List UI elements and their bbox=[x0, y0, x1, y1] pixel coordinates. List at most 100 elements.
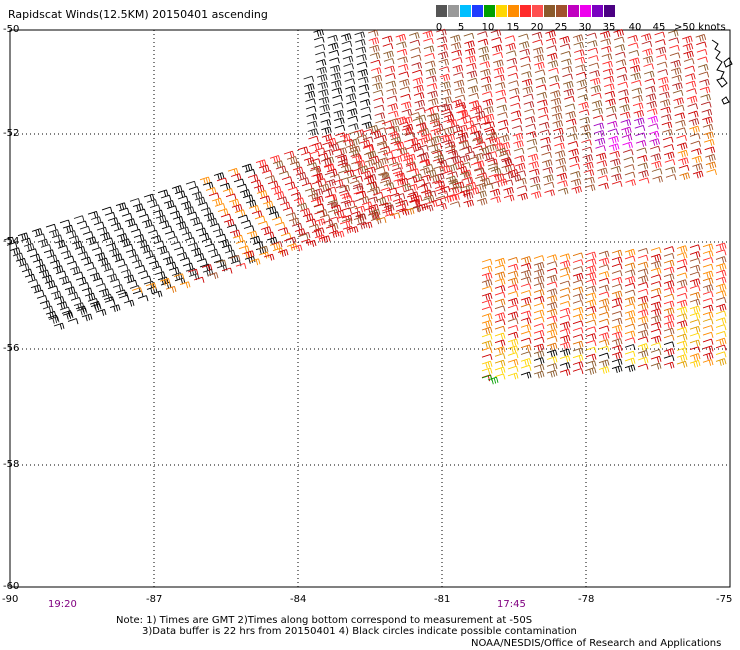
wind-barb bbox=[437, 103, 449, 111]
wind-barb bbox=[230, 260, 242, 267]
wind-barb bbox=[520, 364, 532, 371]
lon-tick-label: -78 bbox=[578, 594, 595, 605]
wind-barb bbox=[183, 206, 195, 215]
wind-barb bbox=[354, 160, 366, 168]
wind-barb bbox=[605, 105, 617, 113]
wind-barb bbox=[139, 244, 151, 253]
wind-barb bbox=[689, 285, 701, 292]
wind-barb bbox=[494, 257, 506, 266]
wind-barb bbox=[533, 343, 545, 352]
wind-barb bbox=[715, 249, 727, 256]
wind-barb bbox=[481, 367, 493, 375]
wind-barb bbox=[702, 325, 714, 332]
wind-barb bbox=[137, 295, 149, 302]
wind-barb bbox=[504, 35, 516, 42]
wind-barb bbox=[498, 153, 510, 160]
wind-barb bbox=[570, 170, 581, 178]
wind-barb bbox=[250, 179, 262, 187]
wind-barb bbox=[171, 272, 183, 280]
wind-barb bbox=[546, 322, 558, 330]
wind-barb bbox=[332, 94, 343, 101]
wind-barb bbox=[258, 251, 270, 259]
wind-barb bbox=[637, 281, 649, 289]
wind-barb bbox=[436, 159, 448, 168]
wind-barb bbox=[520, 56, 531, 63]
wind-barb bbox=[263, 231, 275, 239]
coastline bbox=[711, 39, 733, 105]
wind-barb bbox=[67, 318, 79, 325]
wind-barb bbox=[312, 188, 324, 196]
wind-barb bbox=[461, 145, 473, 153]
wind-barb bbox=[663, 273, 675, 281]
wind-barb bbox=[456, 166, 468, 174]
wind-barb bbox=[601, 53, 613, 61]
wind-barb bbox=[157, 189, 169, 197]
wind-barb bbox=[371, 161, 383, 169]
wind-barb bbox=[585, 326, 597, 333]
wind-barb bbox=[227, 255, 239, 263]
wind-barb bbox=[690, 140, 702, 147]
wind-barb bbox=[346, 108, 358, 116]
wind-barb bbox=[463, 120, 475, 128]
wind-barb bbox=[332, 102, 344, 109]
wind-barb bbox=[462, 176, 474, 183]
wind-barb bbox=[436, 28, 447, 36]
wind-barb bbox=[664, 159, 676, 166]
wind-barb bbox=[479, 177, 491, 186]
wind-barb bbox=[441, 139, 453, 147]
wind-barb bbox=[418, 152, 430, 159]
wind-barb bbox=[140, 275, 152, 282]
wind-barb bbox=[689, 244, 701, 251]
wind-barb bbox=[686, 88, 697, 95]
wind-barb bbox=[610, 165, 622, 173]
wind-barb bbox=[507, 318, 519, 325]
wind-barb bbox=[410, 54, 422, 61]
wind-barb bbox=[560, 50, 572, 58]
wind-barb bbox=[715, 262, 727, 271]
wind-barb bbox=[37, 238, 49, 247]
wind-barb bbox=[491, 44, 503, 53]
wind-barb bbox=[559, 287, 571, 294]
wind-barb bbox=[615, 59, 627, 67]
wind-barb bbox=[511, 125, 523, 132]
wind-barb bbox=[507, 297, 519, 306]
wind-barb bbox=[689, 339, 701, 347]
wind-barb bbox=[546, 369, 558, 378]
wind-barb bbox=[451, 99, 463, 107]
wind-barb bbox=[480, 121, 492, 128]
wind-barb bbox=[689, 271, 701, 278]
wind-barb bbox=[494, 291, 506, 298]
wind-barb bbox=[397, 63, 409, 71]
wind-barb bbox=[279, 201, 291, 209]
wind-barb bbox=[418, 127, 430, 136]
wind-barb bbox=[170, 241, 182, 248]
wind-barb bbox=[62, 224, 74, 233]
wind-barb bbox=[442, 170, 454, 177]
wind-barb bbox=[676, 245, 688, 253]
wind-barb bbox=[401, 126, 413, 135]
wind-barb bbox=[521, 71, 532, 78]
wind-barb bbox=[481, 347, 493, 354]
wind-barb bbox=[409, 112, 421, 119]
wind-barb bbox=[329, 173, 341, 181]
wind-barb bbox=[389, 192, 401, 199]
wind-barb bbox=[66, 260, 78, 268]
wind-barb bbox=[369, 208, 381, 217]
wind-barb bbox=[546, 274, 558, 283]
wind-barb bbox=[326, 168, 338, 176]
wind-barb bbox=[159, 251, 171, 258]
wind-barb bbox=[508, 80, 519, 87]
wind-barb bbox=[659, 91, 670, 99]
wind-barb bbox=[365, 150, 377, 159]
wind-barb bbox=[526, 138, 538, 146]
wind-barb bbox=[306, 162, 318, 170]
wind-barb bbox=[358, 83, 370, 91]
wind-barb bbox=[689, 125, 700, 134]
wind-barb bbox=[608, 135, 619, 144]
wind-barb bbox=[163, 200, 175, 208]
wind-barb bbox=[541, 159, 553, 168]
wind-barb bbox=[702, 359, 714, 366]
wind-barb bbox=[419, 158, 431, 166]
wind-barb bbox=[598, 359, 610, 368]
wind-barb bbox=[536, 91, 548, 99]
